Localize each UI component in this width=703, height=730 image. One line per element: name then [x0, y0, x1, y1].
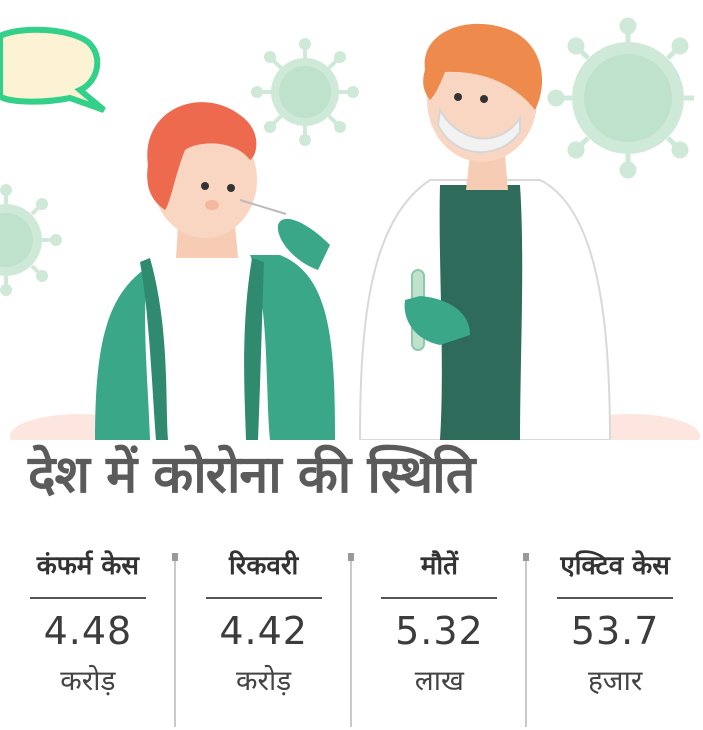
stat-value: 4.42: [219, 609, 308, 653]
stat-unit: लाख: [414, 664, 464, 697]
column-divider: [171, 553, 178, 727]
stat-rule: [557, 597, 674, 599]
stat-rule: [381, 597, 498, 599]
hero-illustration: [0, 17, 700, 440]
speech-bubble-icon: [0, 26, 106, 113]
stat-value: 4.48: [43, 609, 133, 653]
virus-icon: [251, 38, 359, 146]
stat-unit: हजार: [587, 664, 643, 697]
stat-confirmed-cases: कंफर्म केस 4.48 करोड़: [0, 545, 178, 730]
stat-deaths: मौतें 5.32 लाख: [352, 545, 530, 730]
stat-label: एक्टिव केस: [560, 551, 670, 581]
stat-active-cases: एक्टिव केस 53.7 हजार: [527, 545, 703, 730]
stats-row: कंफर्म केस 4.48 करोड़ रिकवरी 4.42 करोड़ …: [0, 545, 703, 730]
stat-label: मौतें: [420, 551, 458, 581]
stat-unit: करोड़: [236, 664, 292, 697]
headline: देश में कोरोना की स्थिति: [28, 445, 475, 505]
stat-value: 53.7: [570, 609, 660, 653]
stat-recovery: रिकवरी 4.42 करोड़: [176, 545, 354, 730]
stat-label: कंफर्म केस: [36, 551, 139, 581]
virus-icon: [547, 17, 694, 179]
patient-figure: [95, 102, 335, 440]
stat-value: 5.32: [395, 609, 484, 653]
column-divider: [347, 553, 354, 727]
stat-rule: [205, 597, 322, 599]
stat-unit: करोड़: [60, 664, 116, 697]
stat-rule: [29, 597, 146, 599]
stat-label: रिकवरी: [229, 551, 299, 581]
virus-icon: [0, 184, 62, 296]
column-divider: [523, 553, 530, 727]
doctor-figure: [239, 23, 612, 440]
